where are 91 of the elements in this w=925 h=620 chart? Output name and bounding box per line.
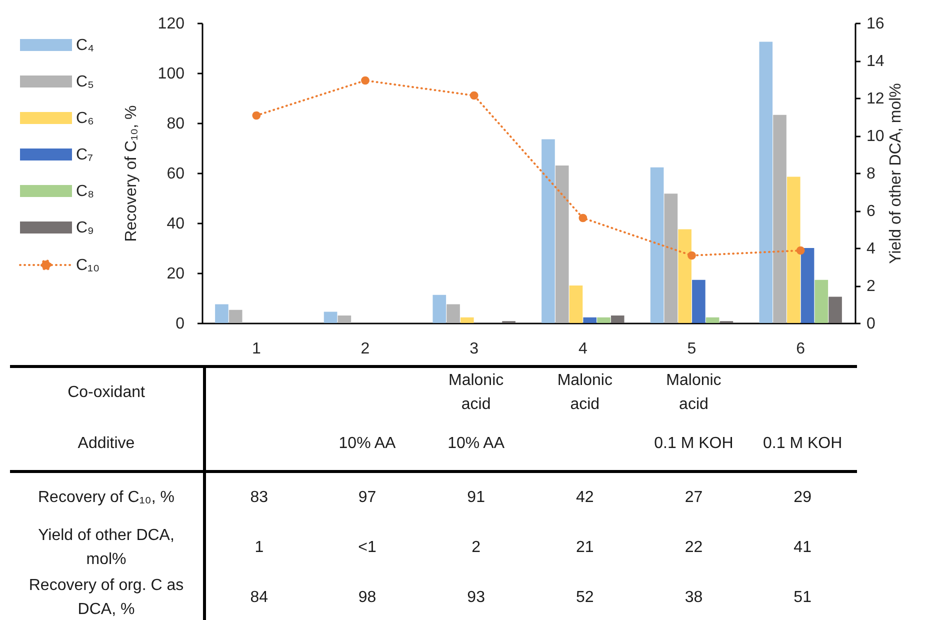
text: 98: [357, 588, 378, 608]
text: <1: [357, 538, 378, 558]
y2-tick-label: 0: [866, 316, 876, 332]
bar: [542, 139, 555, 323]
y2-tick-label: 14: [866, 53, 884, 70]
text: Yield of other DCA, mol%: [10, 523, 204, 573]
y-tick-label: 40: [166, 216, 185, 232]
text: 97: [357, 488, 378, 508]
y2-tick-label: 10: [866, 128, 884, 145]
y2-axis-title: Yield of other DCA, mol%: [887, 83, 904, 264]
bar: [814, 280, 828, 323]
y-tick-label: 120: [158, 16, 185, 32]
text: 0.1 M KOH: [748, 418, 857, 472]
bar: [678, 229, 692, 323]
bar: [692, 280, 706, 323]
point: [796, 246, 805, 255]
y-tick-label: 20: [166, 266, 185, 282]
text: 52: [575, 588, 595, 608]
x-tick-label: 6: [796, 340, 806, 358]
text: 42: [575, 488, 595, 508]
bar: [555, 166, 569, 323]
point: [361, 76, 370, 85]
bar: [446, 304, 460, 323]
y2-tick-label: 2: [866, 278, 876, 295]
bar: [432, 294, 446, 323]
text: 51: [792, 588, 812, 608]
text: 1: [254, 538, 265, 558]
legend-label: C₅: [76, 74, 94, 90]
y2-tick-label: 16: [866, 16, 884, 32]
y2-tick-label: 12: [866, 90, 884, 108]
x-tick-label: 3: [470, 340, 479, 358]
y-tick-label: 100: [158, 66, 185, 82]
text: Recovery of C₁₀, %: [10, 472, 204, 523]
bar: [597, 317, 610, 323]
legend-label: C₁₀: [76, 257, 100, 274]
legend-label: C₈: [76, 183, 94, 200]
legend-label: C₇: [76, 146, 94, 164]
bar: [800, 248, 814, 323]
point: [688, 251, 696, 260]
text: Additive: [10, 418, 204, 472]
text: 27: [684, 488, 704, 508]
x-tick-label: 4: [578, 340, 588, 358]
y2-tick-label: 8: [866, 166, 876, 182]
point: [578, 214, 588, 222]
text: 21: [575, 538, 595, 558]
bar: [338, 316, 352, 323]
text: 29: [792, 488, 812, 508]
bar: [215, 304, 228, 323]
text: 0.1 M KOH: [639, 418, 748, 472]
y-axis-title: Recovery of C₁₀, %: [122, 105, 140, 242]
text: Malonic acid: [530, 366, 640, 418]
y-tick-label: 80: [166, 116, 185, 132]
point: [252, 111, 261, 120]
text: 83: [249, 488, 270, 508]
text: 38: [684, 588, 704, 608]
point: [470, 91, 478, 100]
bar: [228, 310, 242, 323]
text: 2: [470, 538, 482, 558]
x-tick-label: 2: [360, 340, 370, 358]
bar: [610, 316, 624, 323]
text: 91: [466, 488, 486, 508]
bar: [706, 317, 720, 323]
bar: [759, 42, 773, 323]
text: 41: [792, 538, 812, 558]
text: 84: [249, 588, 270, 608]
text: Recovery of org. C as DCA, %: [10, 573, 204, 620]
text: 22: [684, 538, 704, 558]
text: Malonic acid: [639, 366, 748, 418]
bar: [583, 317, 597, 323]
bar: [324, 312, 338, 323]
text: 10% AA: [422, 418, 530, 472]
y-tick-label: 60: [166, 166, 185, 182]
legend-label: C₉: [76, 220, 94, 236]
legend-label: C₆: [76, 110, 94, 127]
bar: [786, 176, 800, 323]
bar: [664, 194, 678, 323]
y-tick-label: 0: [176, 316, 185, 332]
x-tick-label: 5: [687, 340, 696, 358]
bar: [828, 296, 842, 323]
legend-label: C₄: [76, 37, 94, 54]
bar: [773, 114, 786, 323]
y2-tick-label: 6: [866, 203, 876, 220]
bar: [650, 167, 664, 323]
bar: [460, 317, 474, 323]
x-tick-label: 1: [252, 340, 261, 358]
text: 10% AA: [312, 418, 422, 472]
text: 93: [466, 588, 486, 608]
bar: [569, 286, 583, 323]
text: Malonic acid: [422, 366, 530, 418]
text: Co-oxidant: [10, 366, 204, 418]
y2-tick-label: 4: [866, 240, 876, 258]
